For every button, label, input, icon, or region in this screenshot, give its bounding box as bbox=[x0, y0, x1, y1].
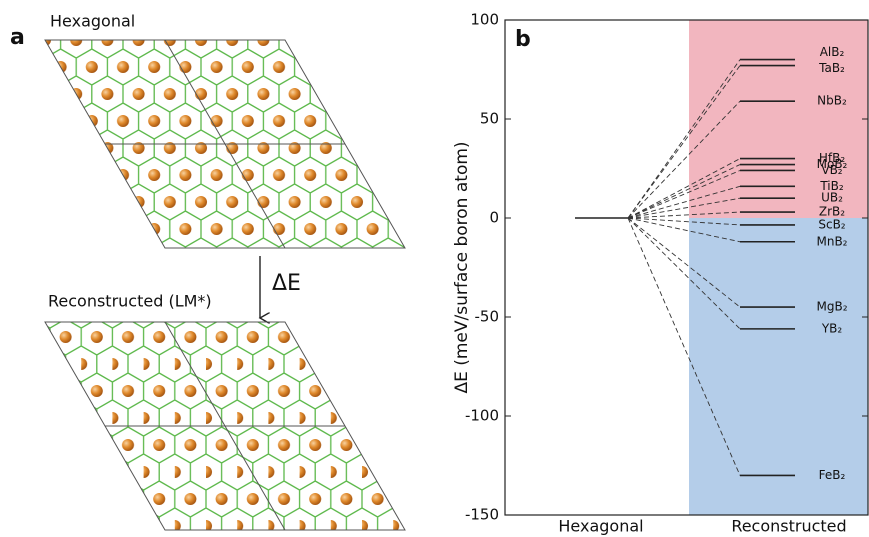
y-tick-label: -100 bbox=[465, 407, 499, 425]
level-label: VB₂ bbox=[821, 163, 842, 177]
plot-frame bbox=[504, 19, 869, 516]
level-label: TiB₂ bbox=[819, 179, 844, 193]
y-tick-label: -50 bbox=[475, 308, 500, 326]
level-label: ScB₂ bbox=[818, 217, 845, 231]
connector bbox=[627, 100, 741, 219]
top-title: Hexagonal bbox=[50, 12, 135, 31]
panel-label: a bbox=[10, 25, 25, 50]
x-tick-label: Reconstructed bbox=[731, 517, 846, 536]
connector bbox=[627, 164, 741, 219]
level-label: FeB₂ bbox=[819, 468, 846, 482]
negative-region bbox=[689, 218, 868, 515]
y-axis-label: ΔE (meV/surface boron atom) bbox=[452, 141, 472, 393]
level-label: MoB₂ bbox=[817, 157, 848, 171]
panel-label: b bbox=[515, 27, 531, 52]
level-label: YB₂ bbox=[821, 321, 843, 335]
connector bbox=[627, 59, 741, 219]
panel-a: a Hexagonal ΔE Reconstructed (LM*) bbox=[10, 12, 406, 531]
connector bbox=[627, 211, 741, 219]
level-label: NbB₂ bbox=[817, 94, 847, 108]
y-tick-label: 50 bbox=[480, 110, 499, 128]
connector bbox=[627, 217, 741, 330]
y-tick-label: -150 bbox=[465, 506, 499, 524]
panel-b: b -150 -100 -50 0 50 100 ΔE (meV/surface boron … bbox=[452, 11, 869, 536]
connector bbox=[627, 217, 741, 476]
reconstructed-lattice bbox=[45, 322, 405, 530]
level-label: ZrB₂ bbox=[819, 205, 845, 219]
y-tick-label: 100 bbox=[470, 11, 499, 29]
connector bbox=[627, 197, 741, 219]
connector bbox=[627, 217, 741, 243]
level-label: TaB₂ bbox=[818, 61, 845, 75]
bottom-title: Reconstructed (LM*) bbox=[48, 292, 212, 311]
y-tick-label: 0 bbox=[489, 209, 499, 227]
connector bbox=[627, 170, 741, 219]
connector bbox=[627, 185, 741, 219]
positive-region bbox=[689, 20, 868, 218]
connector bbox=[627, 158, 741, 219]
x-tick-label: Hexagonal bbox=[558, 517, 643, 536]
connector bbox=[627, 217, 741, 226]
level-label: AlB₂ bbox=[820, 45, 845, 59]
cell-outline bbox=[44, 39, 406, 249]
cell-outline bbox=[44, 321, 406, 531]
level-label: UB₂ bbox=[821, 191, 843, 205]
arrow-label: ΔE bbox=[272, 271, 301, 296]
level-label: MgB₂ bbox=[816, 300, 847, 314]
level-label: MnB₂ bbox=[816, 234, 847, 248]
level-label: HfB₂ bbox=[819, 151, 845, 165]
